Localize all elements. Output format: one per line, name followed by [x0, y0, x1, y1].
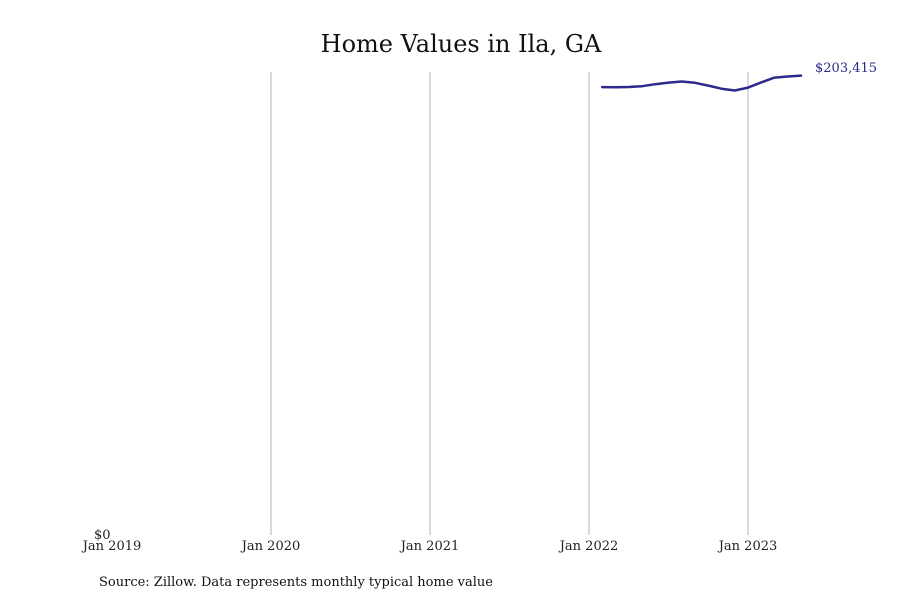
gridlines	[270, 72, 749, 535]
source-note: Source: Zillow. Data represents monthly …	[99, 575, 493, 590]
x-tick-label-2023: Jan 2023	[717, 539, 778, 554]
x-tick-label-2021: Jan 2021	[399, 539, 460, 554]
x-axis-ticks: Jan 2019 Jan 2020 Jan 2021 Jan 2022 Jan 2023	[81, 539, 778, 554]
series-layer	[600, 74, 803, 92]
y-tick-label-zero: $0	[94, 528, 111, 543]
x-tick-label-2022: Jan 2022	[558, 539, 619, 554]
x-tick-label-2020: Jan 2020	[240, 539, 301, 554]
x-tick-label-2019: Jan 2019	[81, 539, 142, 554]
series-line-0	[600, 74, 803, 92]
end-value-label: $203,415	[815, 61, 877, 76]
chart-title: Home Values in Ila, GA	[321, 30, 602, 58]
